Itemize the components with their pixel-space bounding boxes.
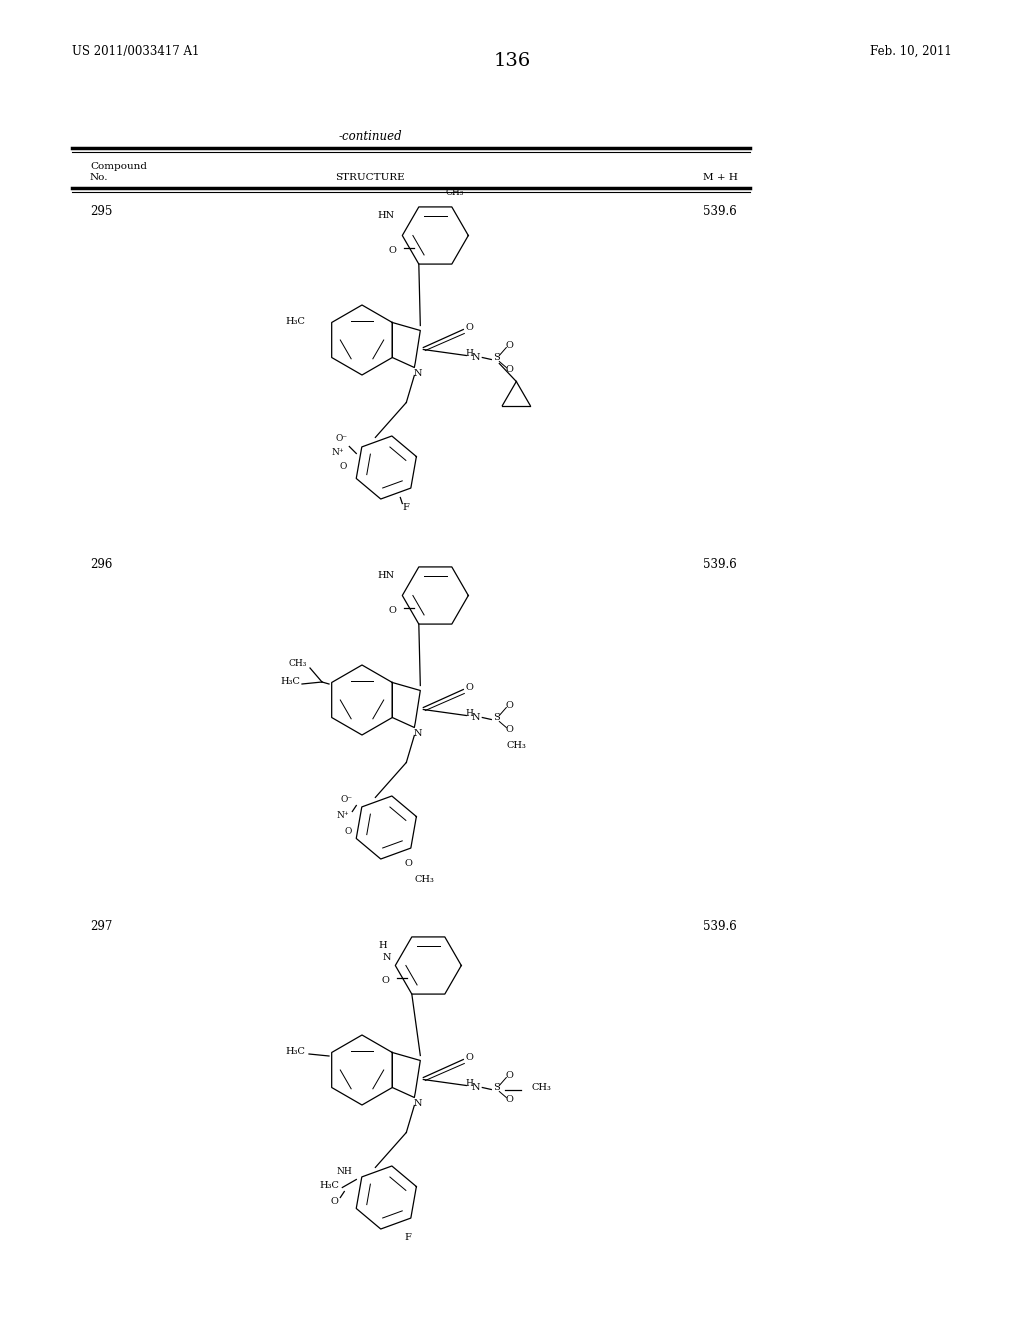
Text: H₃C: H₃C xyxy=(285,1048,305,1056)
Text: O: O xyxy=(465,682,473,692)
Text: H₃C: H₃C xyxy=(285,318,305,326)
Text: O: O xyxy=(465,323,473,333)
Text: F: F xyxy=(404,1233,412,1242)
Text: CH₃: CH₃ xyxy=(445,187,464,197)
Text: O⁻: O⁻ xyxy=(335,434,347,444)
Text: No.: No. xyxy=(90,173,109,182)
Text: S: S xyxy=(493,713,500,722)
Text: O: O xyxy=(404,859,413,869)
Text: H: H xyxy=(465,1078,473,1088)
Text: H: H xyxy=(465,709,473,718)
Text: CH₃: CH₃ xyxy=(531,1082,551,1092)
Text: O: O xyxy=(506,1096,513,1104)
Text: N: N xyxy=(414,1100,423,1107)
Text: O: O xyxy=(388,606,396,615)
Text: O: O xyxy=(381,975,389,985)
Text: N⁺: N⁺ xyxy=(337,810,349,820)
Text: 296: 296 xyxy=(90,558,113,572)
Text: HN: HN xyxy=(377,211,394,220)
Text: O: O xyxy=(506,1071,513,1080)
Text: US 2011/0033417 A1: US 2011/0033417 A1 xyxy=(72,45,200,58)
Text: O: O xyxy=(388,246,396,255)
Text: CH₃: CH₃ xyxy=(506,741,526,750)
Text: O: O xyxy=(331,1197,338,1206)
Text: N: N xyxy=(383,953,391,962)
Text: NH: NH xyxy=(337,1167,352,1176)
Text: O⁻: O⁻ xyxy=(340,795,352,804)
Text: Feb. 10, 2011: Feb. 10, 2011 xyxy=(870,45,952,58)
Text: M + H: M + H xyxy=(702,173,737,182)
Text: N: N xyxy=(472,713,480,722)
Text: 136: 136 xyxy=(494,51,530,70)
Text: O: O xyxy=(506,725,513,734)
Text: N: N xyxy=(472,1082,480,1092)
Text: O: O xyxy=(345,828,352,836)
Text: N: N xyxy=(414,729,423,738)
Text: CH₃: CH₃ xyxy=(289,660,307,668)
Text: H: H xyxy=(465,348,473,358)
Text: O: O xyxy=(340,462,347,471)
Text: F: F xyxy=(402,503,410,512)
Text: 539.6: 539.6 xyxy=(703,205,737,218)
Text: Compound: Compound xyxy=(90,162,147,172)
Text: 297: 297 xyxy=(90,920,113,933)
Text: CH₃: CH₃ xyxy=(415,875,434,884)
Text: STRUCTURE: STRUCTURE xyxy=(335,173,404,182)
Text: N: N xyxy=(472,352,480,362)
Text: H₃C: H₃C xyxy=(281,677,300,686)
Text: N⁺: N⁺ xyxy=(332,447,344,457)
Text: O: O xyxy=(506,341,513,350)
Text: S: S xyxy=(493,352,500,362)
Text: O: O xyxy=(465,1053,473,1063)
Text: 539.6: 539.6 xyxy=(703,558,737,572)
Text: N: N xyxy=(414,370,423,378)
Text: O: O xyxy=(506,366,513,374)
Text: H: H xyxy=(379,941,387,950)
Text: S: S xyxy=(493,1082,500,1092)
Text: -continued: -continued xyxy=(338,129,401,143)
Text: O: O xyxy=(506,701,513,710)
Text: HN: HN xyxy=(377,572,394,579)
Text: 295: 295 xyxy=(90,205,113,218)
Text: H₃C: H₃C xyxy=(319,1181,339,1191)
Text: 539.6: 539.6 xyxy=(703,920,737,933)
